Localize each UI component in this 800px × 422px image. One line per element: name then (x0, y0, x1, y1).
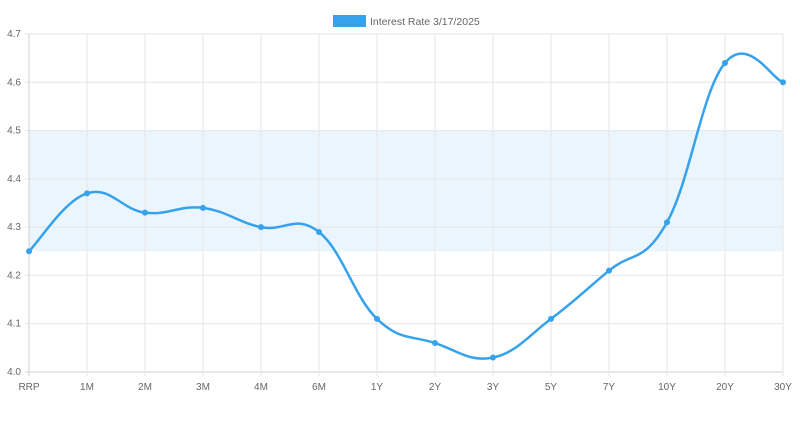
series-interest-rate (26, 52, 786, 361)
x-tick-label: 10Y (658, 382, 676, 393)
x-tick-label: 30Y (774, 382, 792, 393)
x-axis: RRP 1M 2M 3M 4M 6M 1Y 2Y 3Y 5Y 7Y 10Y 20Y 30Y (18, 382, 792, 393)
data-point[interactable] (200, 204, 206, 211)
series-line (28, 52, 784, 360)
data-point[interactable] (490, 354, 496, 361)
data-point[interactable] (780, 79, 786, 86)
legend-label: Interest Rate 3/17/2025 (370, 16, 480, 28)
data-point[interactable] (374, 315, 380, 322)
y-tick-label: 4.0 (7, 367, 21, 378)
target-range-band (29, 130, 783, 252)
data-point[interactable] (142, 209, 148, 216)
x-tick-label: 1M (80, 382, 94, 393)
x-tick-label: 1Y (371, 382, 384, 393)
y-tick-label: 4.6 (7, 77, 21, 88)
grid (25, 33, 784, 376)
y-tick-label: 4.5 (7, 126, 21, 137)
data-point[interactable] (722, 59, 728, 66)
y-tick-label: 4.2 (7, 270, 21, 281)
y-tick-label: 4.4 (7, 174, 21, 185)
x-tick-label: 3Y (487, 382, 500, 393)
x-tick-label: 20Y (716, 382, 734, 393)
y-tick-label: 4.1 (7, 319, 21, 330)
shaded-band (29, 130, 783, 252)
y-axis: 4.0 4.1 4.2 4.3 4.4 4.5 4.6 4.7 (7, 29, 21, 378)
data-point[interactable] (84, 190, 90, 197)
x-tick-label: 3M (196, 382, 210, 393)
data-point[interactable] (606, 267, 612, 274)
x-tick-label: 2Y (429, 382, 442, 393)
y-tick-label: 4.7 (7, 29, 21, 40)
x-tick-label: 4M (254, 382, 268, 393)
data-point[interactable] (258, 224, 264, 231)
x-tick-label: 6M (312, 382, 326, 393)
x-tick-label: 7Y (603, 382, 616, 393)
legend[interactable]: Interest Rate 3/17/2025 (333, 15, 480, 28)
data-point[interactable] (432, 340, 438, 347)
data-point[interactable] (316, 228, 322, 235)
data-point[interactable] (548, 315, 554, 322)
x-tick-label: 5Y (545, 382, 558, 393)
data-point[interactable] (26, 248, 32, 255)
y-tick-label: 4.3 (7, 222, 21, 233)
x-tick-label: 2M (138, 382, 152, 393)
data-point[interactable] (664, 219, 670, 226)
x-tick-label: RRP (18, 382, 39, 393)
legend-swatch (333, 15, 366, 27)
